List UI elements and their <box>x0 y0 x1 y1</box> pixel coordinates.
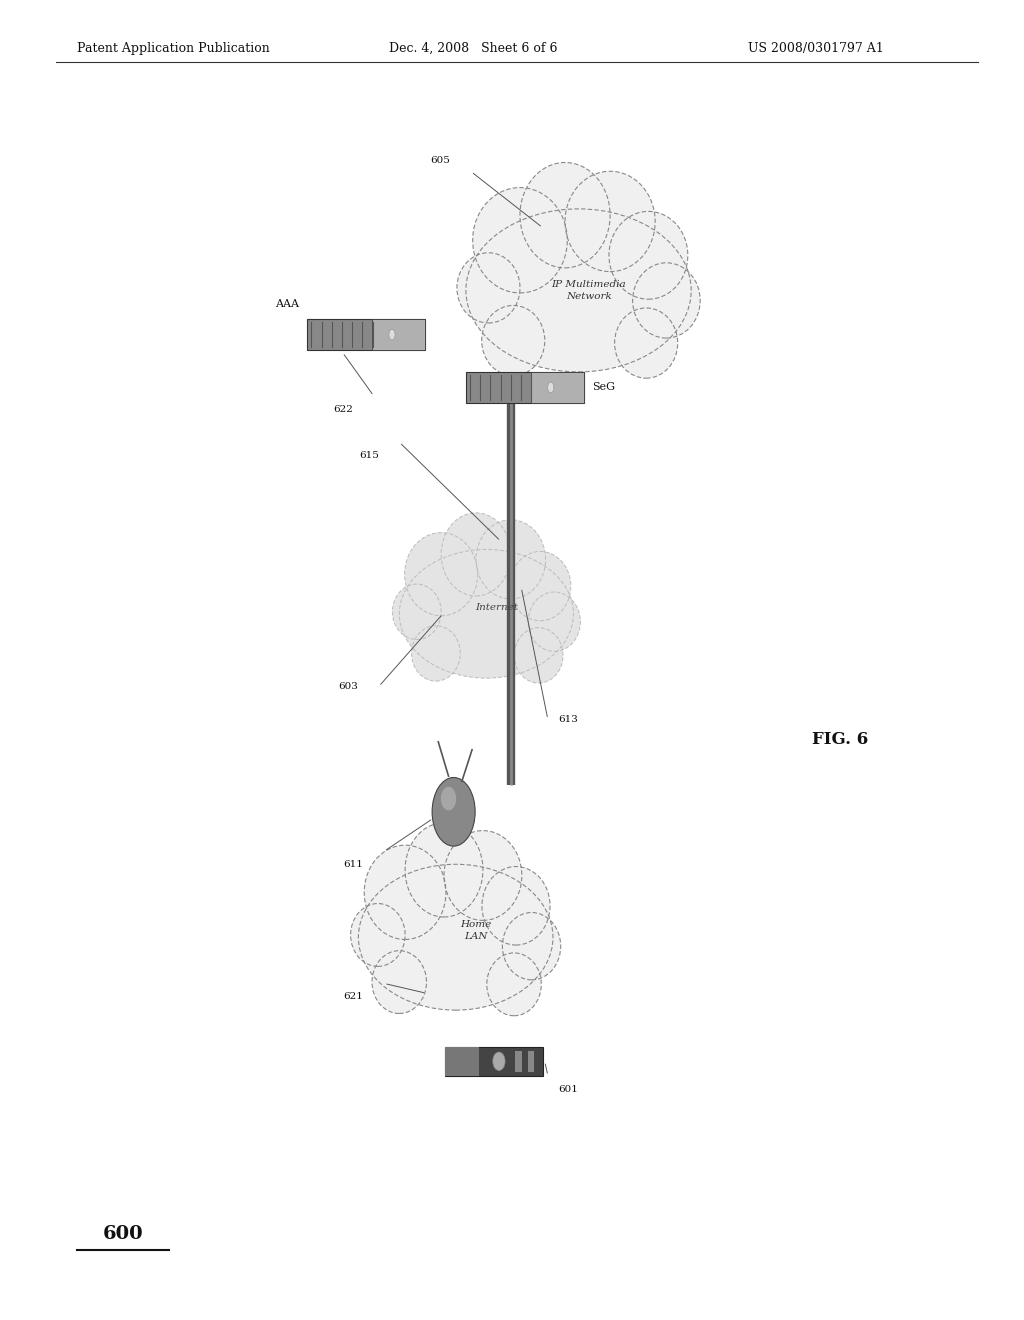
Ellipse shape <box>365 845 446 940</box>
Ellipse shape <box>633 263 700 338</box>
FancyBboxPatch shape <box>445 1047 479 1076</box>
FancyBboxPatch shape <box>307 319 425 350</box>
FancyBboxPatch shape <box>530 372 584 403</box>
Text: 601: 601 <box>558 1085 578 1093</box>
Ellipse shape <box>565 172 655 272</box>
Ellipse shape <box>457 253 520 323</box>
Text: 613: 613 <box>558 715 578 723</box>
Ellipse shape <box>432 777 475 846</box>
FancyBboxPatch shape <box>445 1047 543 1076</box>
FancyBboxPatch shape <box>515 1051 521 1072</box>
Ellipse shape <box>614 308 678 378</box>
Text: Internet: Internet <box>475 603 518 611</box>
Ellipse shape <box>473 187 567 293</box>
Text: 605: 605 <box>431 156 451 165</box>
Text: IP Multimedia
Network: IP Multimedia Network <box>552 280 626 301</box>
Text: 611: 611 <box>344 861 364 869</box>
Ellipse shape <box>482 866 550 945</box>
Ellipse shape <box>514 627 563 682</box>
Ellipse shape <box>441 512 511 595</box>
FancyBboxPatch shape <box>527 1051 534 1072</box>
Ellipse shape <box>481 305 545 376</box>
Text: 615: 615 <box>359 451 379 459</box>
Ellipse shape <box>466 209 691 372</box>
Ellipse shape <box>372 950 427 1014</box>
Ellipse shape <box>358 865 553 1010</box>
Ellipse shape <box>609 211 688 300</box>
Text: Home
LAN: Home LAN <box>461 920 492 941</box>
Ellipse shape <box>389 330 395 341</box>
Text: 600: 600 <box>102 1225 143 1243</box>
Ellipse shape <box>493 1052 505 1071</box>
Ellipse shape <box>412 626 461 681</box>
Ellipse shape <box>528 591 581 652</box>
Ellipse shape <box>392 583 441 640</box>
Text: 621: 621 <box>344 993 364 1001</box>
Ellipse shape <box>476 520 546 599</box>
Ellipse shape <box>440 787 457 810</box>
Ellipse shape <box>399 549 573 678</box>
Text: AAA: AAA <box>275 298 299 309</box>
Text: 622: 622 <box>334 405 353 413</box>
Ellipse shape <box>520 162 610 268</box>
Ellipse shape <box>404 532 477 615</box>
Text: 603: 603 <box>339 682 358 690</box>
Ellipse shape <box>548 383 554 393</box>
FancyBboxPatch shape <box>466 372 584 403</box>
Ellipse shape <box>486 953 542 1016</box>
Ellipse shape <box>503 912 561 979</box>
Ellipse shape <box>350 904 406 966</box>
Text: FIG. 6: FIG. 6 <box>812 731 867 747</box>
Text: Dec. 4, 2008   Sheet 6 of 6: Dec. 4, 2008 Sheet 6 of 6 <box>389 42 558 55</box>
Text: Patent Application Publication: Patent Application Publication <box>77 42 269 55</box>
Ellipse shape <box>444 830 522 920</box>
Text: SeG: SeG <box>592 383 614 392</box>
Ellipse shape <box>406 822 483 917</box>
Text: US 2008/0301797 A1: US 2008/0301797 A1 <box>748 42 884 55</box>
Ellipse shape <box>510 552 570 620</box>
FancyBboxPatch shape <box>372 319 425 350</box>
